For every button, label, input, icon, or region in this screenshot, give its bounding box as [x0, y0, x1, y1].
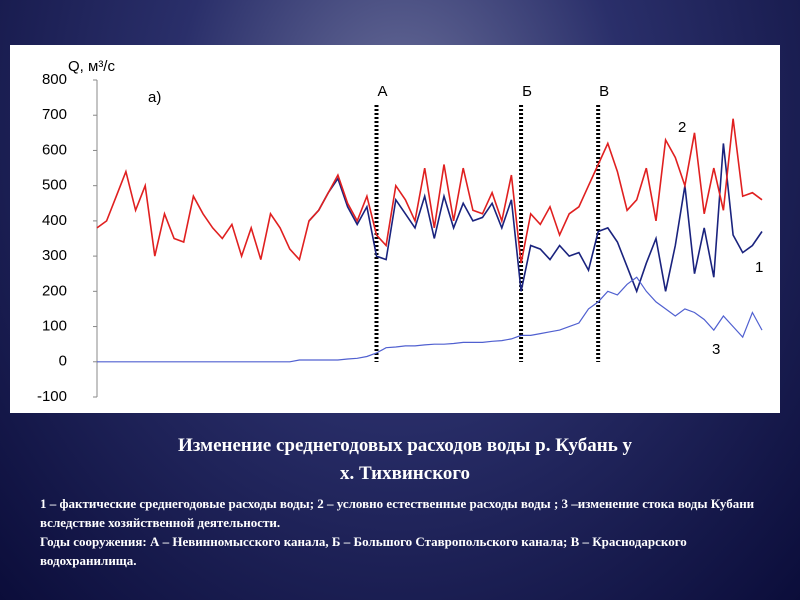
caption: Изменение среднегодовых расходов воды р.…: [40, 432, 770, 570]
chart-title: а): [148, 89, 161, 106]
y-tick-label: 300: [42, 247, 67, 264]
marker-label: А: [377, 83, 387, 100]
y-tick-label: 800: [42, 71, 67, 88]
y-tick-label: 400: [42, 212, 67, 229]
marker-label: Б: [522, 83, 532, 100]
series-line: [308, 143, 763, 294]
y-tick-label: 500: [42, 177, 67, 194]
y-tick-label: -100: [37, 388, 67, 405]
series-label: 1: [755, 259, 763, 276]
caption-title: Изменение среднегодовых расходов воды р.…: [177, 435, 632, 456]
chart: Q, м³/с а) -100 0 100 200 300 400 500 600 700 800…: [10, 45, 780, 413]
y-tick-label: 200: [42, 282, 67, 299]
caption-legend: 1 – фактические среднегодовые расходы во…: [40, 496, 755, 530]
y-tick-label: 600: [42, 141, 67, 158]
y-tick-label: 700: [42, 106, 67, 123]
series-label: 3: [712, 341, 720, 358]
series-line: [97, 276, 763, 363]
caption-title: х. Тихвинского: [339, 463, 471, 484]
chart-bg: [10, 45, 780, 413]
caption-years: Годы сооружения: А – Невинномысского кан…: [40, 534, 687, 568]
series-label: 2: [678, 119, 686, 136]
series-line: [96, 118, 763, 264]
y-tick-label: 100: [42, 318, 67, 335]
marker-label: В: [599, 83, 609, 100]
y-tick-label: 0: [59, 353, 67, 370]
y-axis-label: Q, м³/с: [68, 58, 115, 75]
